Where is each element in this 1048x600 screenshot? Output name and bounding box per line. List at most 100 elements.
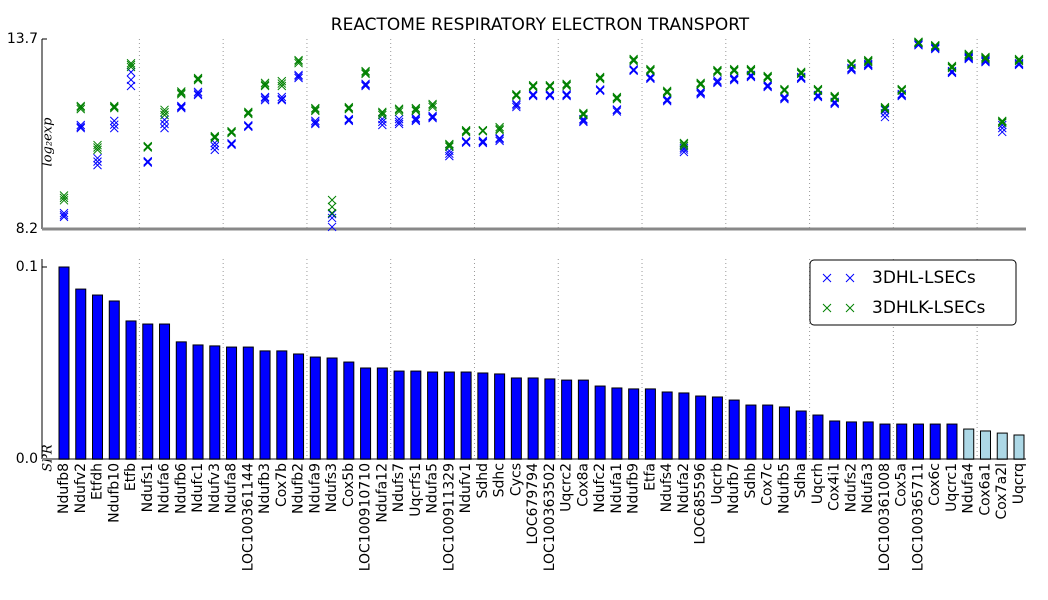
marker — [763, 72, 773, 82]
bar — [58, 266, 70, 460]
legend-box — [809, 259, 1017, 326]
marker — [310, 116, 320, 126]
x-tick-label: Cox5a — [894, 463, 910, 507]
marker — [813, 84, 823, 94]
marker — [964, 51, 974, 61]
marker — [160, 123, 169, 133]
x-tick-label: Ndufs3 — [324, 463, 340, 512]
x-tick-label: Etfa — [642, 463, 658, 491]
marker — [160, 115, 169, 125]
marker — [126, 62, 136, 72]
x-tick-label: Ndufb6 — [173, 463, 189, 514]
marker — [93, 157, 102, 166]
marker — [210, 141, 220, 151]
marker — [294, 57, 303, 66]
bar — [92, 294, 104, 460]
marker — [696, 87, 706, 97]
marker — [662, 88, 672, 98]
bar — [242, 346, 254, 460]
marker — [662, 94, 672, 104]
x-tick-label: Ndufs7 — [391, 463, 407, 512]
marker — [294, 73, 303, 83]
marker — [76, 104, 86, 114]
x-tick-label: Uqcrb — [709, 463, 725, 505]
bar — [125, 320, 137, 460]
marker — [863, 57, 873, 67]
marker — [763, 80, 773, 90]
marker — [59, 212, 69, 222]
marker — [495, 133, 504, 143]
bar — [175, 341, 187, 460]
bar — [862, 421, 874, 460]
marker — [176, 89, 186, 99]
marker — [847, 60, 856, 70]
marker — [528, 91, 538, 101]
x-tick-label: Cox4i1 — [827, 463, 843, 511]
x-tick-label: Uqcrh — [810, 463, 826, 504]
x-tick-label: Ndufa6 — [157, 463, 173, 514]
marker — [93, 153, 102, 163]
marker — [562, 91, 571, 101]
marker — [243, 122, 253, 132]
marker — [947, 63, 957, 73]
marker — [495, 136, 504, 146]
marker — [294, 70, 303, 80]
marker — [830, 92, 840, 102]
marker — [176, 101, 186, 111]
marker — [428, 112, 437, 122]
x-tick-label: Ndufs1 — [140, 463, 156, 512]
bar — [226, 346, 238, 460]
marker — [411, 106, 421, 116]
marker — [780, 86, 789, 96]
bar — [963, 428, 975, 460]
x-tick-label: Ndufc1 — [190, 463, 206, 513]
bar — [309, 356, 321, 460]
marker — [612, 92, 622, 102]
marker — [746, 65, 756, 75]
bar — [611, 387, 623, 460]
marker — [880, 112, 890, 122]
marker — [595, 74, 605, 84]
marker — [495, 124, 504, 134]
x-tick-label: Ndufc2 — [592, 463, 608, 513]
marker — [76, 122, 86, 132]
marker — [495, 125, 504, 135]
x-tick-label: Ndufa1 — [609, 463, 625, 514]
marker — [428, 113, 437, 123]
x-tick-label: Cox7c — [760, 463, 776, 506]
marker — [126, 81, 136, 91]
bar — [711, 396, 723, 460]
marker — [981, 52, 990, 62]
marker — [662, 95, 672, 105]
marker — [428, 111, 437, 121]
marker — [579, 117, 588, 127]
marker — [411, 105, 421, 114]
bar — [594, 385, 606, 460]
x-tick-label: Cox6c — [927, 463, 943, 506]
marker — [143, 141, 153, 151]
marker — [327, 195, 337, 205]
marker — [344, 102, 354, 112]
marker — [444, 149, 454, 159]
bar — [443, 371, 455, 460]
bar — [75, 288, 87, 460]
marker — [461, 136, 471, 146]
marker — [947, 61, 957, 71]
marker — [243, 109, 253, 119]
marker — [210, 132, 220, 142]
x-tick-label: Etfb — [123, 463, 139, 491]
bar — [896, 423, 908, 460]
x-tick-label: Ndufa3 — [860, 463, 876, 514]
marker — [327, 222, 337, 232]
marker — [579, 109, 588, 119]
marker — [629, 65, 639, 74]
bar — [812, 414, 824, 460]
marker — [662, 86, 672, 96]
marker — [964, 50, 974, 60]
legend-marker — [845, 273, 855, 283]
legend-label: 3DHLK-LSECs — [872, 298, 986, 318]
marker — [646, 65, 655, 75]
marker — [93, 160, 102, 170]
marker — [863, 59, 873, 69]
marker — [478, 137, 488, 147]
